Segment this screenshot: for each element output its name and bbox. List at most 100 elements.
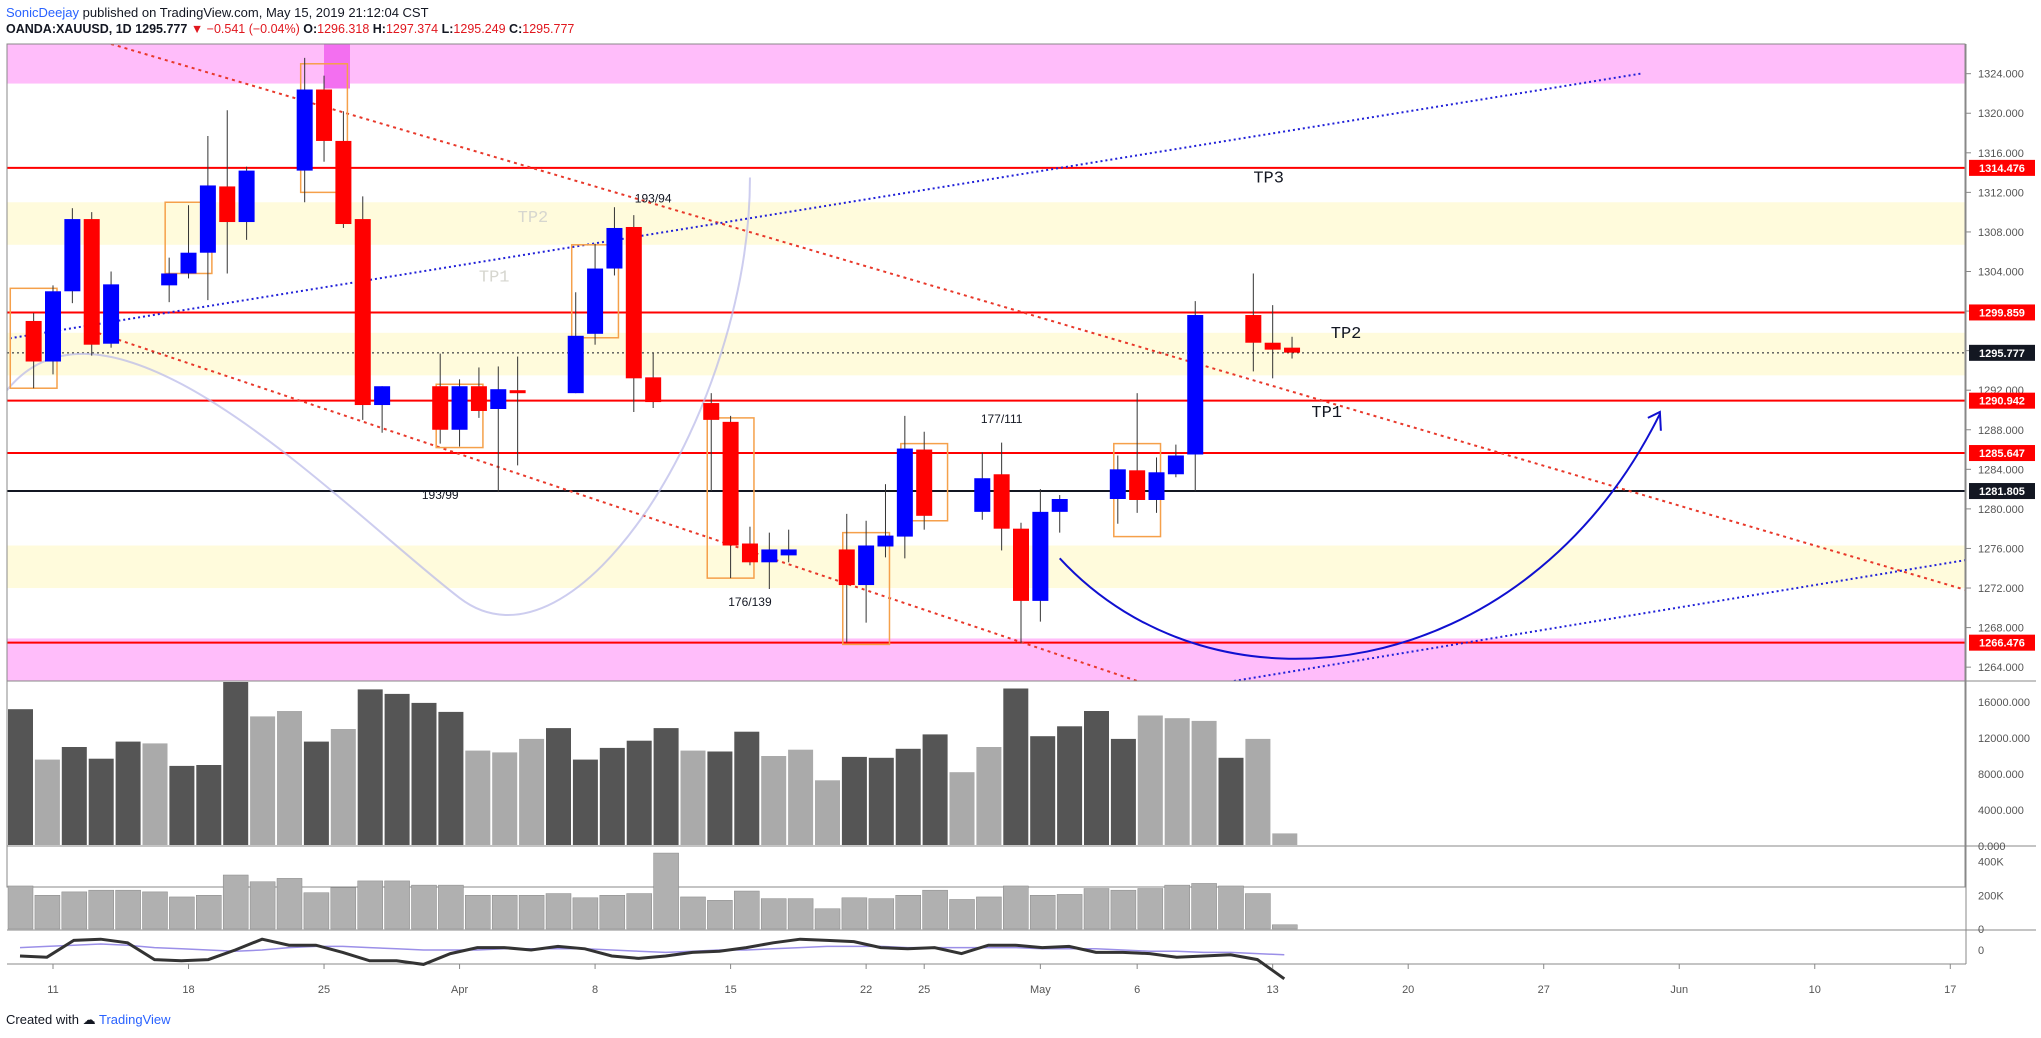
candle-body (64, 219, 81, 292)
candle-body (741, 543, 758, 563)
candle-body (161, 273, 178, 286)
candle-body (1013, 528, 1029, 601)
volume-bar (61, 747, 87, 845)
indicator-bar (115, 889, 141, 930)
candle (238, 166, 255, 240)
price-tick-label: 1284.000 (1978, 464, 2024, 476)
volume-bar (1245, 738, 1271, 845)
level-price-tag-label: 1266.476 (1979, 638, 2025, 650)
volume-bar (1137, 715, 1163, 845)
candle-body (83, 219, 100, 345)
indicator-bar (1218, 885, 1244, 930)
candle-body (1051, 499, 1068, 512)
candle (103, 271, 120, 348)
candle-body (877, 535, 894, 547)
candle (567, 292, 584, 394)
volume-bar (1218, 757, 1244, 845)
volume-bar (438, 711, 464, 845)
oscillator-main-line (19, 937, 1286, 981)
candle (1187, 301, 1204, 492)
low-value: 1295.249 (453, 22, 506, 36)
projection-curve-faded (7, 177, 751, 616)
oscillator-tick-label: 0 (1978, 945, 1984, 957)
candle-body (219, 186, 236, 223)
candle (896, 415, 913, 559)
candle (703, 393, 720, 492)
time-tick-label: 25 (918, 984, 930, 996)
level-price-tag-label: 1290.942 (1979, 396, 2025, 408)
price-tick-label: 1304.000 (1978, 267, 2024, 279)
candle-body (490, 389, 507, 409)
indicator-bar (303, 892, 330, 930)
candle (877, 484, 894, 558)
author-link[interactable]: SonicDeejay (6, 5, 79, 20)
volume-tick-label: 8000.000 (1978, 769, 2024, 781)
indicator-bar (680, 896, 706, 930)
price-tick-label: 1280.000 (1978, 504, 2024, 516)
volume-bar (1110, 738, 1136, 845)
candle-body (180, 252, 197, 274)
annotation-label: TP3 (1253, 169, 1284, 188)
indicator-bar (196, 895, 222, 930)
candle (354, 196, 371, 420)
candle-body (335, 140, 352, 225)
price-change: ▼ −0.541 (−0.04%) (190, 22, 300, 36)
candle-body (858, 545, 875, 586)
indicator-bar (707, 900, 733, 930)
volume-bar (1030, 736, 1056, 845)
volume-pane (8, 682, 1298, 845)
volume-bar (465, 750, 491, 845)
volume-bar (976, 747, 1002, 845)
price-chart[interactable]: TP3 TP2 TP1 TP2 TP1 193/94 193/99 176/139 177/11… (0, 0, 2041, 1010)
zone-yellow (7, 332, 1965, 376)
price-tick-label: 1288.000 (1978, 425, 2024, 437)
indicator-bar (142, 891, 168, 930)
volume-bar (1084, 711, 1109, 845)
publish-line: SonicDeejay published on TradingView.com… (6, 4, 574, 21)
tradingview-link[interactable]: TradingView (99, 1012, 171, 1027)
open-value: 1296.318 (317, 22, 370, 36)
projection-arrow (1058, 413, 1661, 660)
volume-bar (707, 751, 733, 845)
level-price-tag-label: 1281.805 (1979, 486, 2025, 498)
time-tick-label: 13 (1267, 984, 1279, 996)
level-price-tag (1969, 445, 2035, 462)
published-text: published on TradingView.com, May 15, 20… (82, 5, 429, 20)
indicator-bar (34, 895, 61, 930)
candle-body (432, 386, 449, 430)
indicator-bar (384, 880, 410, 930)
indicator-bar (1245, 893, 1271, 930)
candle (296, 57, 313, 203)
volume-bar (8, 709, 33, 845)
volume-tick-label: 16000.000 (1978, 697, 2030, 709)
indicator-bar (61, 891, 88, 930)
candle-body (25, 320, 42, 362)
candle-body (974, 478, 991, 512)
indicator-bar (491, 895, 518, 930)
indicator-bar (357, 880, 383, 930)
zone-yellow (7, 202, 1965, 245)
time-tick-label: Jun (1670, 984, 1688, 996)
candle-body (103, 284, 120, 344)
indicator-bar (868, 898, 895, 930)
candle-body (316, 89, 333, 141)
price-tick-label: 1276.000 (1978, 543, 2024, 555)
candle-body (374, 386, 391, 406)
volume-bar (653, 728, 679, 845)
volume-bar (734, 731, 760, 845)
volume-bar (384, 693, 410, 845)
candle (451, 379, 468, 447)
candle (722, 415, 739, 579)
candle-body (1129, 470, 1146, 500)
indicator-bar (518, 895, 545, 930)
volume-bar (519, 738, 545, 845)
indicator-bar (1272, 924, 1298, 930)
zones-layer (7, 44, 1965, 681)
indicator-bar (1083, 888, 1110, 930)
volume-bar (868, 757, 894, 845)
volume-bar (815, 780, 840, 845)
candle-body (199, 185, 216, 253)
indicator-bar (787, 898, 814, 930)
price-tick-label: 1268.000 (1978, 623, 2024, 635)
candle-body (45, 291, 61, 362)
